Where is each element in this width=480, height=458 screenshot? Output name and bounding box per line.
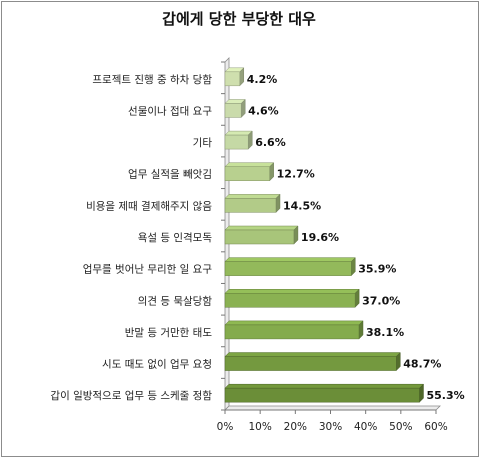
- data-label: 19.6%: [301, 231, 339, 244]
- data-label: 55.3%: [426, 389, 464, 402]
- bar-front-face: [224, 356, 397, 371]
- bar: [224, 351, 401, 372]
- category-label: 비용을 제때 결제해주지 않음: [86, 199, 212, 212]
- data-label: 48.7%: [403, 358, 441, 371]
- data-label: 12.7%: [277, 168, 315, 181]
- x-tick-label: 60%: [424, 421, 447, 433]
- category-label: 업무 실적을 빼앗김: [128, 168, 212, 181]
- bar-top-face: [224, 162, 275, 167]
- bar: [224, 225, 299, 245]
- bar-front-face: [224, 71, 241, 87]
- category-label: 선물이나 접대 요구: [128, 105, 212, 117]
- x-axis-floor: [224, 405, 441, 411]
- bar-top-face: [224, 194, 281, 199]
- bar-front-face: [224, 324, 360, 340]
- x-tick-label: 30%: [319, 421, 342, 433]
- category-label: 의견 등 묵살당함: [138, 295, 213, 307]
- data-label: 14.5%: [283, 199, 321, 212]
- bar: [224, 162, 275, 182]
- bar-top-face: [224, 130, 253, 136]
- bar: [224, 193, 281, 213]
- bar: [224, 383, 425, 403]
- bar-front-face: [224, 229, 295, 245]
- data-label: 6.6%: [255, 136, 286, 149]
- x-tick-label: 10%: [248, 421, 271, 433]
- bar: [224, 288, 360, 308]
- bar: [224, 257, 356, 277]
- x-tick-label: 50%: [389, 421, 412, 433]
- data-label: 37.0%: [362, 294, 400, 307]
- data-label: 35.9%: [358, 263, 396, 276]
- bar-top-face: [224, 289, 360, 294]
- data-label: 4.6%: [248, 104, 279, 117]
- x-tick-label: 0%: [217, 421, 234, 433]
- x-tick-label: 20%: [284, 421, 307, 433]
- bar-front-face: [224, 134, 249, 150]
- bar: [224, 98, 246, 119]
- category-label: 시도 때도 없이 업무 요청: [102, 358, 212, 371]
- bar-top-face: [224, 352, 401, 357]
- category-label: 반말 등 거만한 태도: [125, 327, 213, 339]
- x-tick-label: 40%: [354, 421, 377, 433]
- labels-layer: 0% 10% 20% 30% 40% 50% 60% 프로젝트 진행 중 하차 당함 4.2% 선…: [50, 73, 464, 433]
- category-label: 프로젝트 진행 중 하차 당함: [92, 73, 212, 86]
- bar-front-face: [224, 261, 352, 276]
- bar-front-face: [224, 103, 242, 118]
- bar-top-face: [224, 320, 364, 326]
- category-label: 기타: [193, 137, 213, 149]
- bar-front-face: [224, 387, 420, 403]
- bar-top-face: [224, 257, 356, 262]
- category-label: 욕설 등 인격모독: [138, 231, 213, 244]
- bar-top-face: [224, 225, 299, 231]
- bar-front-face: [224, 293, 356, 308]
- bar-front-face: [224, 198, 277, 213]
- bar: [224, 320, 364, 340]
- bars-layer: [224, 67, 425, 403]
- category-label: 갑이 일방적으로 업무 등 스케줄 정함: [50, 389, 212, 402]
- category-label: 업무를 벗어난 무리한 일 요구: [83, 263, 213, 276]
- chart-title: 갑에게 당한 부당한 대우: [162, 10, 316, 28]
- bar-top-face: [224, 383, 425, 389]
- bar-front-face: [224, 166, 270, 181]
- bar: [224, 130, 253, 150]
- data-label: 38.1%: [366, 326, 404, 339]
- bar: [224, 67, 245, 87]
- data-label: 4.2%: [247, 73, 278, 86]
